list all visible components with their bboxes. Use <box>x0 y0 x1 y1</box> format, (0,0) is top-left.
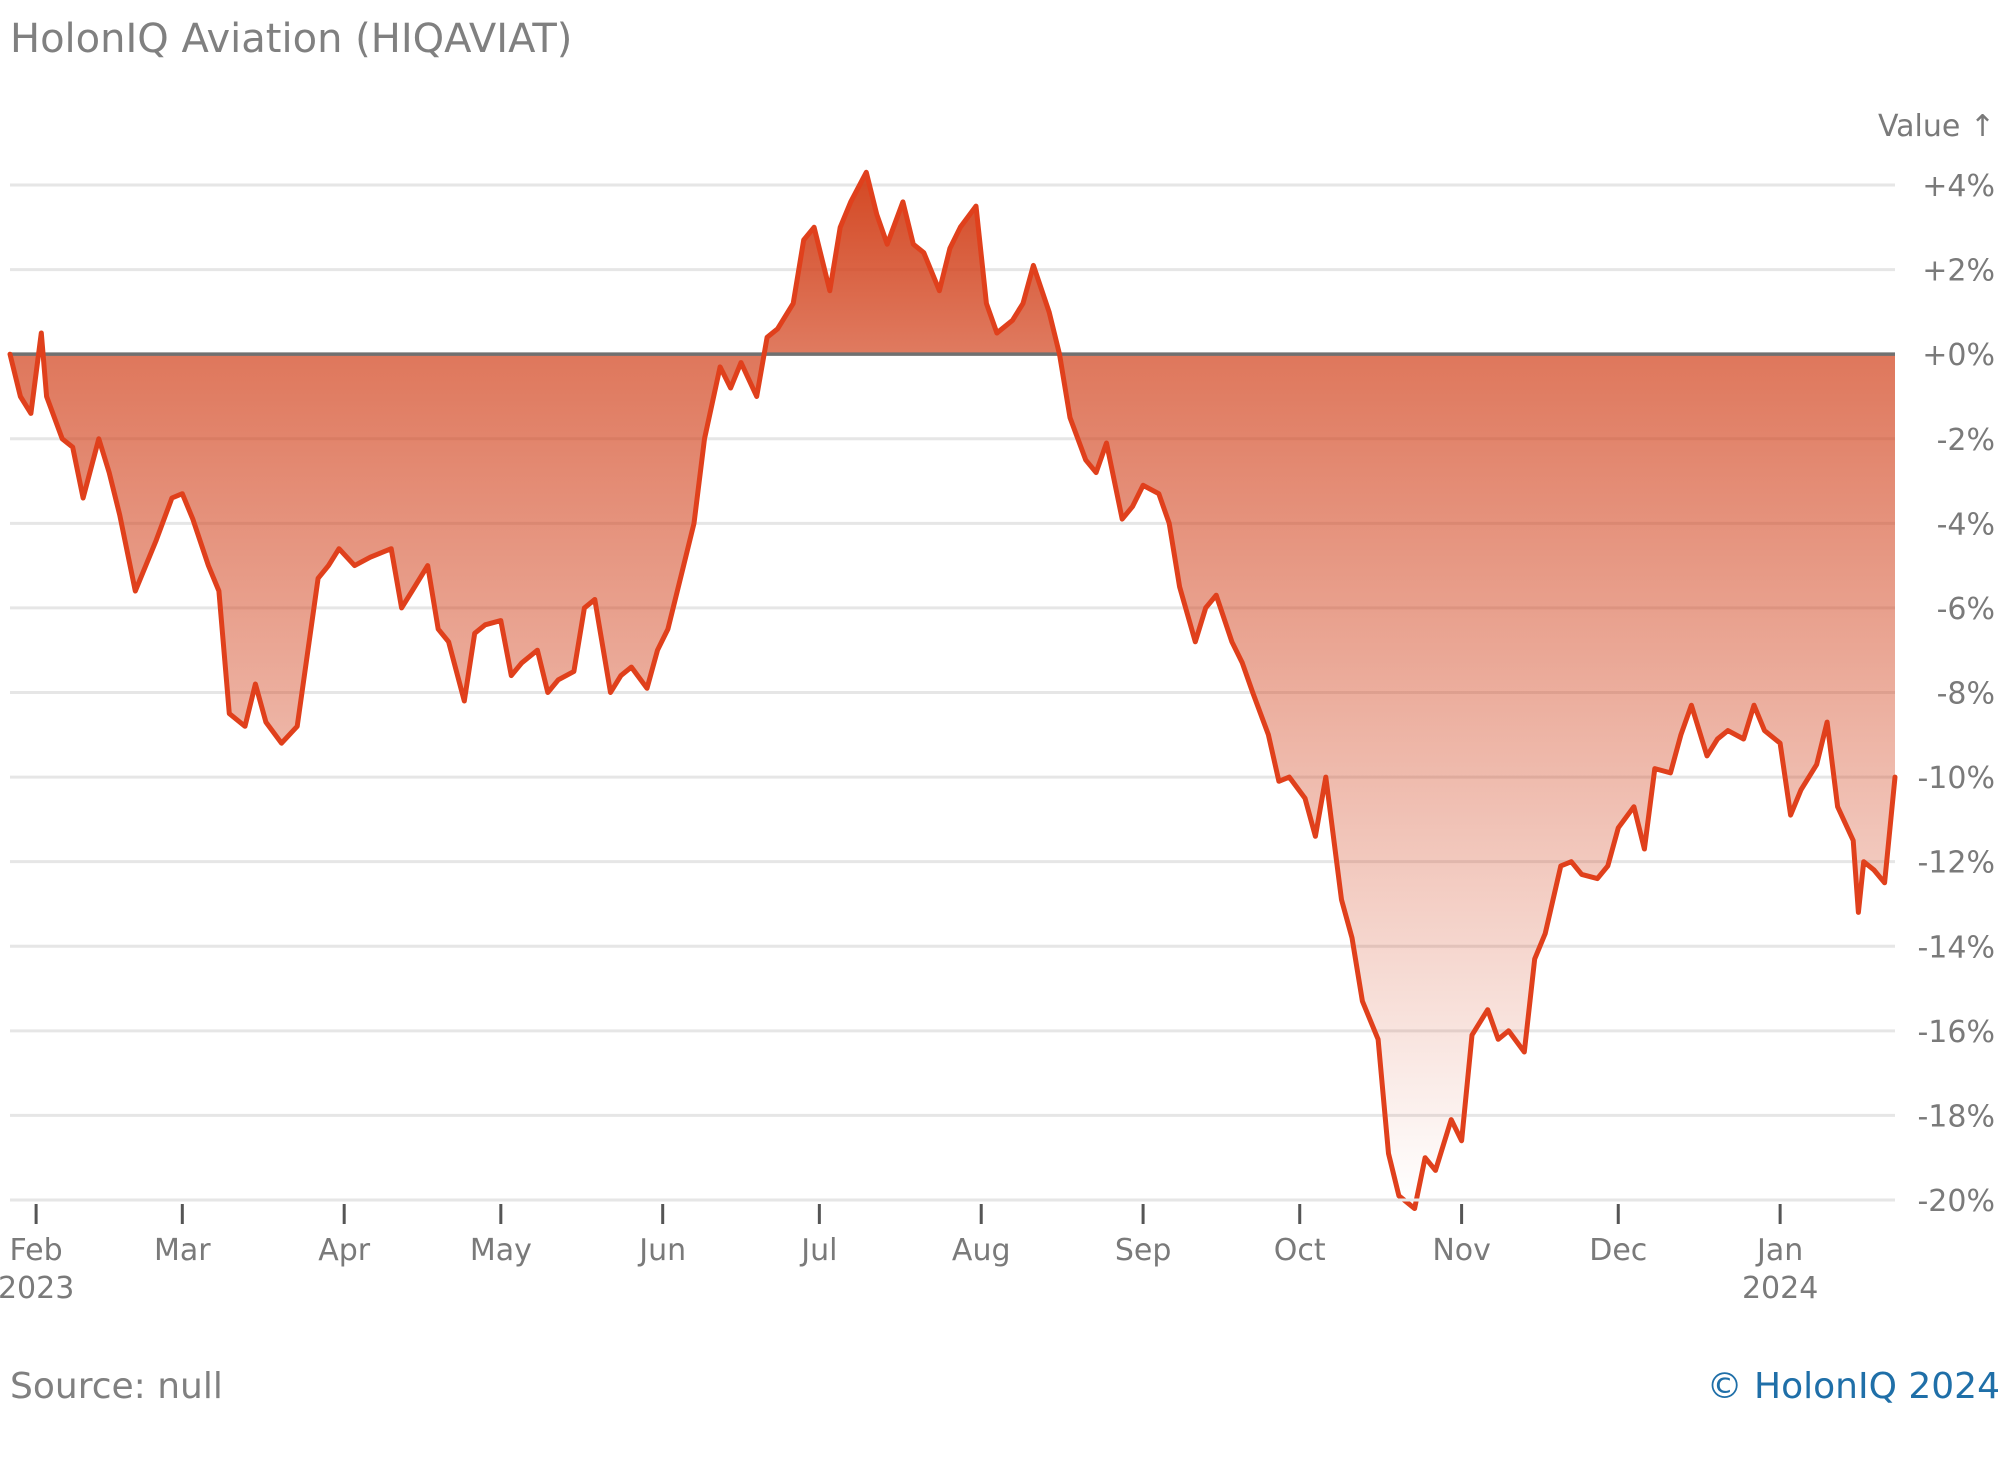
source-label: Source: null <box>10 1366 223 1407</box>
y-tick-label: -10% <box>1917 761 1995 796</box>
x-tick-label: Nov <box>1432 1233 1491 1268</box>
y-tick-label: -6% <box>1937 592 1995 627</box>
chart-title: HolonIQ Aviation (HIQAVIAT) <box>10 16 573 62</box>
series-path <box>7 169 1898 1211</box>
x-tick-label: Sep <box>1115 1233 1172 1268</box>
x-tick-year-label: 2024 <box>1742 1271 1818 1306</box>
y-tick-label: -2% <box>1937 423 1995 458</box>
x-tick-year-label: 2023 <box>0 1271 74 1306</box>
series-line <box>7 169 1898 1211</box>
x-tick-label: Jul <box>799 1233 837 1268</box>
x-tick-label: Feb <box>10 1233 63 1268</box>
y-tick-label: -4% <box>1937 507 1995 542</box>
y-tick-label: -18% <box>1917 1099 1995 1134</box>
y-tick-label: -20% <box>1917 1184 1995 1219</box>
y-tick-label: -8% <box>1937 677 1995 712</box>
area-fill <box>10 172 1895 1209</box>
x-tick-label: Jan <box>1755 1233 1803 1268</box>
x-tick-label: Aug <box>952 1233 1011 1268</box>
area-above-zero <box>38 172 1060 355</box>
x-tick-label: Oct <box>1274 1233 1326 1268</box>
y-tick-label: +4% <box>1922 169 1995 204</box>
y-tick-label: -16% <box>1917 1015 1995 1050</box>
y-tick-label: -14% <box>1917 930 1995 965</box>
x-tick-label: Dec <box>1589 1233 1647 1268</box>
x-tick-label: Jun <box>637 1233 686 1268</box>
y-axis-title: Value ↑ <box>1878 109 1995 144</box>
area-below-zero <box>10 354 1895 1209</box>
y-axis-ticks: +4% +2% +0% -2% -4% -6% -8% -10% -12% -14% -16% -18… <box>1917 169 1995 1219</box>
x-tick-label: May <box>470 1233 532 1268</box>
y-tick-label: -12% <box>1917 846 1995 881</box>
y-tick-label: +0% <box>1922 338 1995 373</box>
x-tick-label: Apr <box>318 1233 371 1268</box>
y-tick-label: +2% <box>1922 254 1995 289</box>
credit-link[interactable]: © HolonIQ 2024 <box>1706 1366 2000 1407</box>
x-tick-label: Mar <box>154 1233 211 1268</box>
